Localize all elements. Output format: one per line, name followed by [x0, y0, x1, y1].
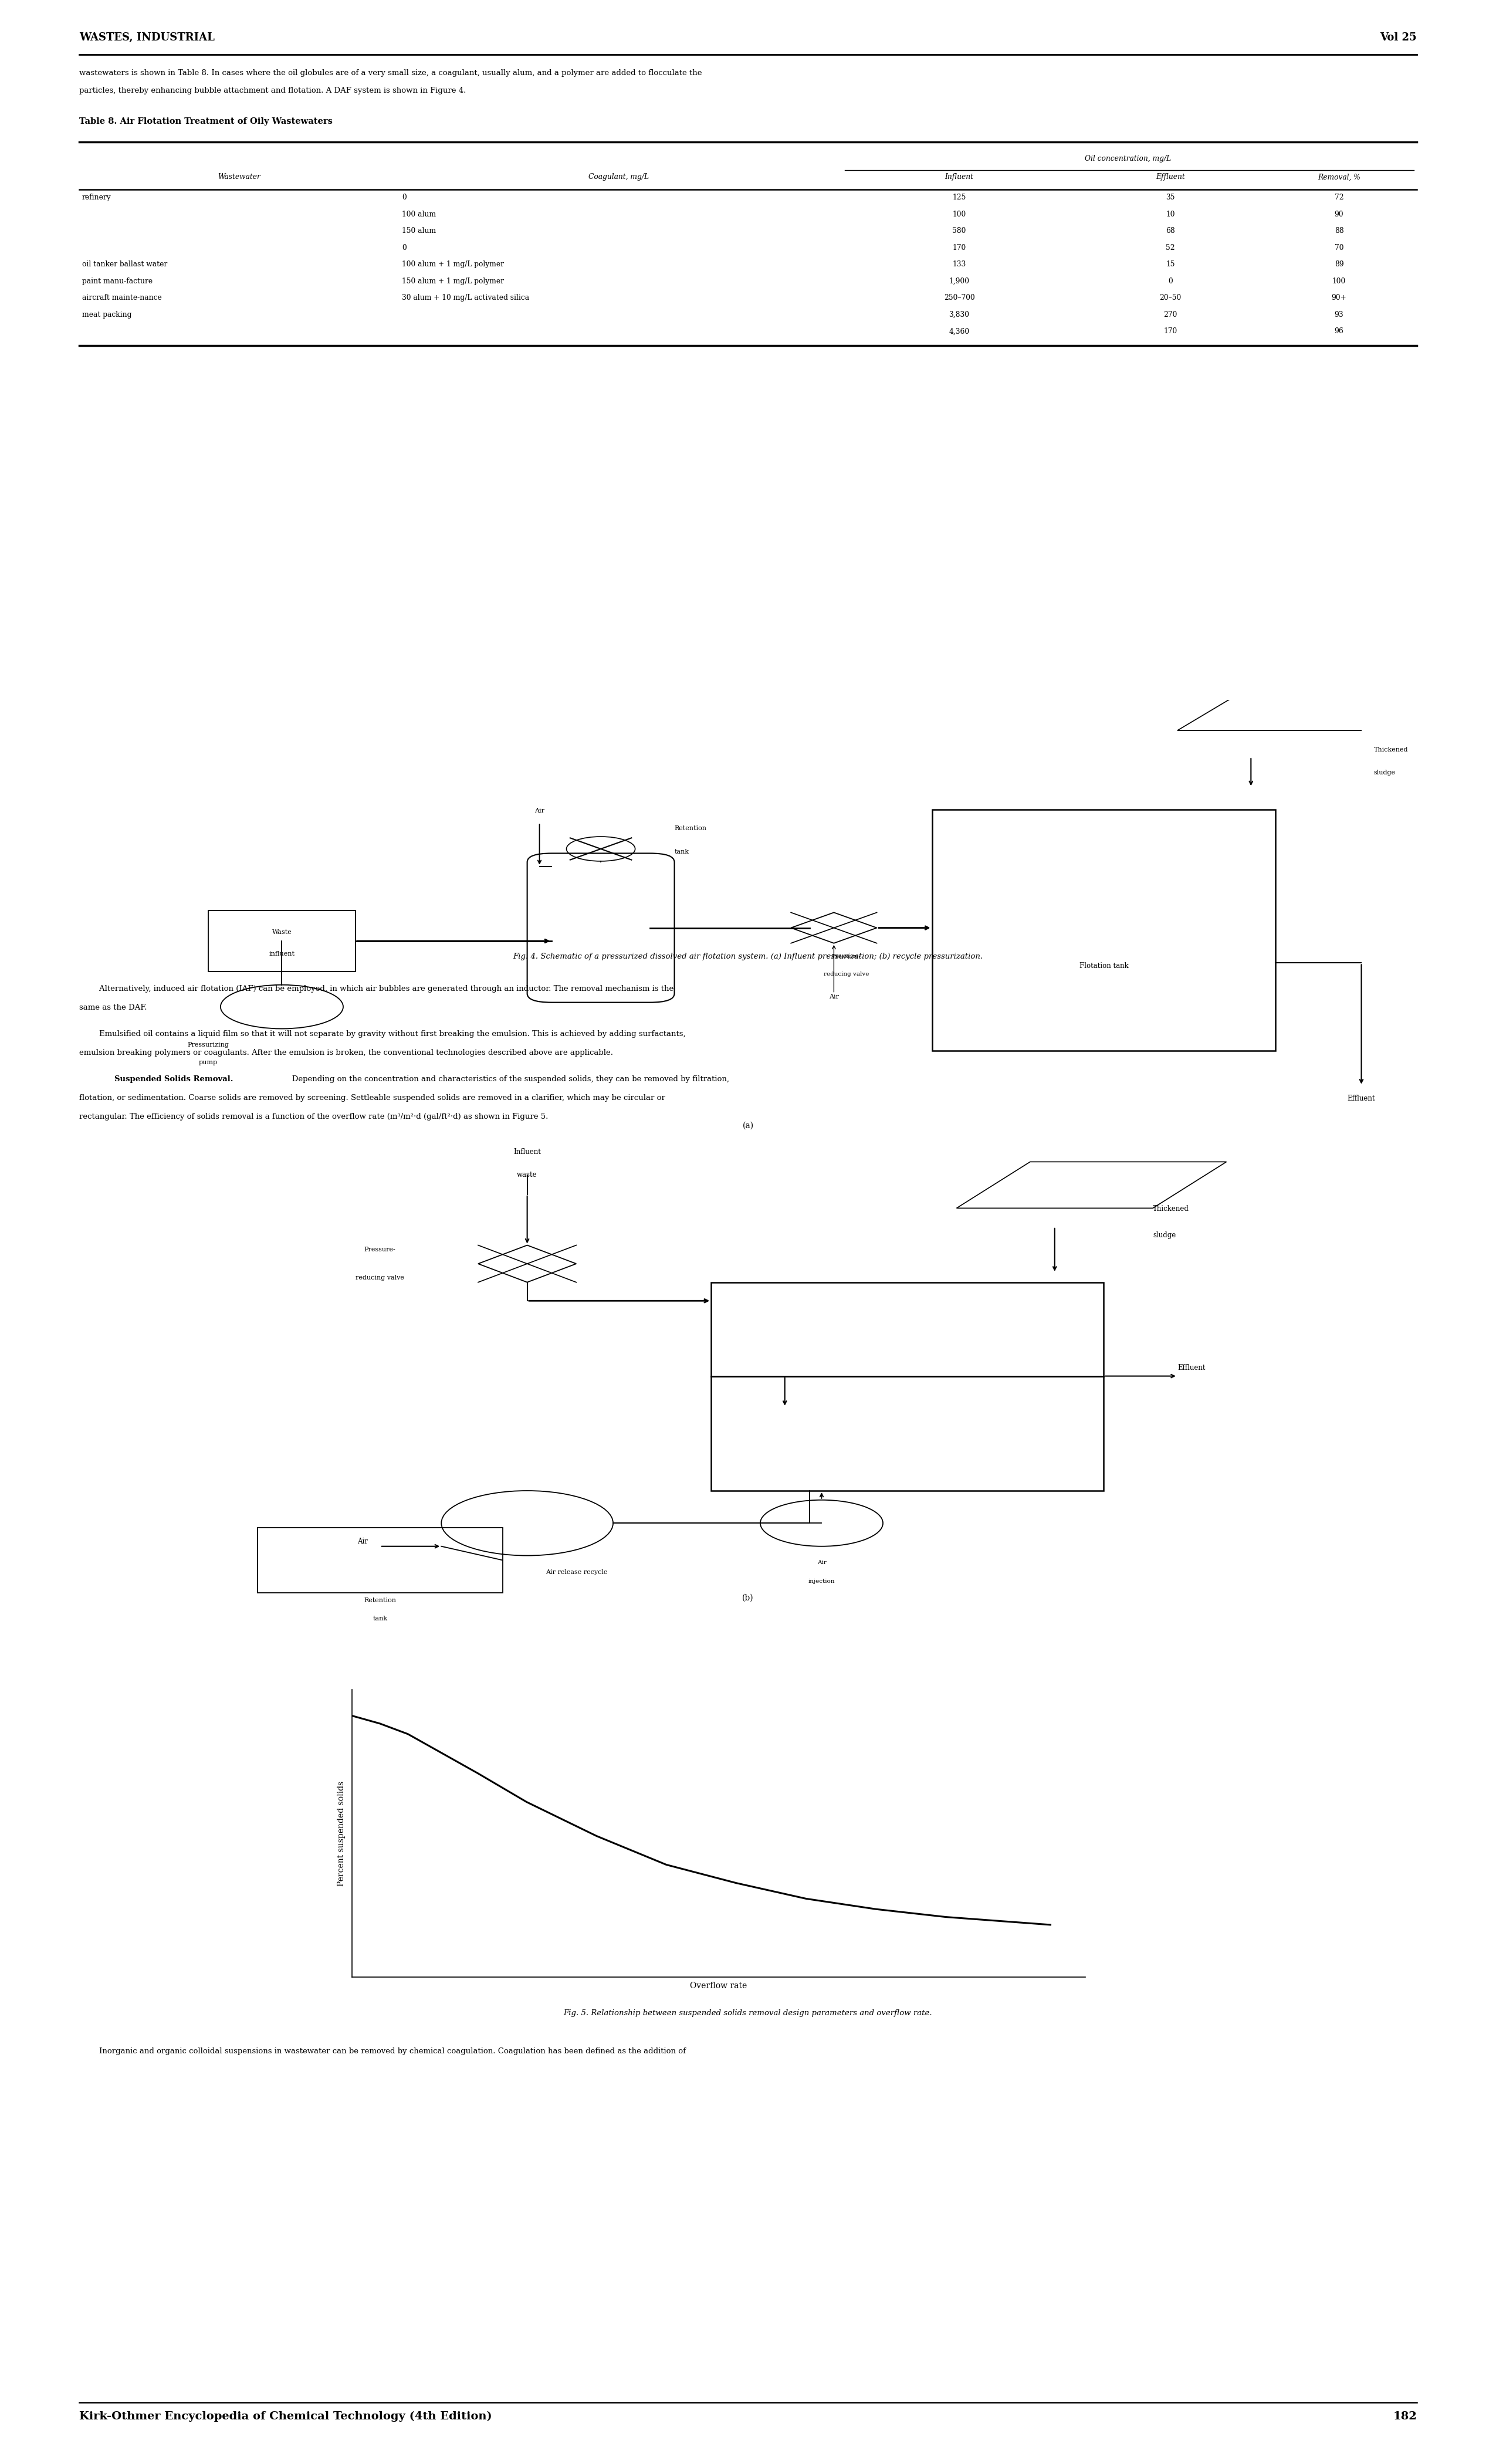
Text: 20–50: 20–50 [1159, 293, 1182, 301]
Text: 100 alum + 1 mg/L polymer: 100 alum + 1 mg/L polymer [402, 261, 504, 269]
Text: Coagulant, mg/L: Coagulant, mg/L [589, 172, 649, 180]
Text: Flotation tank: Flotation tank [1079, 963, 1128, 971]
Text: sludge: sludge [1373, 769, 1396, 776]
Text: 68: 68 [1165, 227, 1174, 234]
Text: Thickened: Thickened [1153, 1205, 1189, 1212]
Text: 100 alum: 100 alum [402, 209, 435, 219]
Bar [208, 909, 356, 971]
Text: Retention: Retention [364, 1597, 396, 1604]
Text: Table 8. Air Flotation Treatment of Oily Wastewaters: Table 8. Air Flotation Treatment of Oily… [79, 118, 332, 126]
Text: Effluent: Effluent [1348, 1094, 1375, 1101]
Text: Oil concentration, mg/L: Oil concentration, mg/L [1085, 155, 1171, 163]
Text: reducing valve: reducing valve [823, 971, 869, 978]
Text: 125: 125 [953, 195, 966, 202]
Text: Pressure-: Pressure- [364, 1247, 396, 1252]
Text: Air: Air [358, 1538, 368, 1545]
Text: 0: 0 [1168, 278, 1173, 286]
Text: 1,900: 1,900 [948, 278, 969, 286]
Text: Wastewater: Wastewater [218, 172, 260, 180]
Bar [932, 808, 1276, 1050]
Text: rectangular. The efficiency of solids removal is a function of the overflow rate: rectangular. The efficiency of solids re… [79, 1114, 548, 1121]
Text: pump: pump [199, 1060, 217, 1064]
Text: aircraft mainte-nance: aircraft mainte-nance [82, 293, 162, 301]
Text: emulsion breaking polymers or coagulants. After the emulsion is broken, the conv: emulsion breaking polymers or coagulants… [79, 1050, 613, 1057]
Text: 580: 580 [953, 227, 966, 234]
Bar [257, 1528, 503, 1592]
Text: sludge: sludge [1153, 1232, 1176, 1239]
Text: 35: 35 [1165, 195, 1174, 202]
Text: particles, thereby enhancing bubble attachment and flotation. A DAF system is sh: particles, thereby enhancing bubble atta… [79, 86, 467, 94]
Text: Fig. 5. Relationship between suspended solids removal design parameters and over: Fig. 5. Relationship between suspended s… [564, 2008, 932, 2018]
Text: 88: 88 [1334, 227, 1343, 234]
Text: 89: 89 [1334, 261, 1343, 269]
Text: Inorganic and organic colloidal suspensions in wastewater can be removed by chem: Inorganic and organic colloidal suspensi… [79, 2048, 685, 2055]
Text: Effluent: Effluent [1177, 1363, 1206, 1372]
Text: Air: Air [829, 993, 839, 1000]
Text: Vol 25: Vol 25 [1379, 32, 1417, 42]
Text: 150 alum + 1 mg/L polymer: 150 alum + 1 mg/L polymer [402, 278, 504, 286]
Text: 250–700: 250–700 [944, 293, 975, 301]
Text: Thickened: Thickened [1373, 747, 1408, 752]
Text: 96: 96 [1334, 328, 1343, 335]
Text: 170: 170 [1164, 328, 1177, 335]
Text: (b): (b) [742, 1594, 754, 1602]
Text: 170: 170 [953, 244, 966, 251]
Text: tank: tank [675, 850, 690, 855]
Text: tank: tank [373, 1616, 387, 1621]
Text: 15: 15 [1165, 261, 1174, 269]
Text: 90+: 90+ [1331, 293, 1346, 301]
Y-axis label: Percent suspended solids: Percent suspended solids [337, 1781, 346, 1885]
Text: (a): (a) [742, 1121, 754, 1129]
Text: 70: 70 [1334, 244, 1343, 251]
Text: waste: waste [518, 1170, 537, 1178]
Bar [711, 1281, 1104, 1491]
Text: Effluent: Effluent [1156, 172, 1185, 180]
Text: 93: 93 [1334, 310, 1343, 318]
Text: refinery: refinery [82, 195, 111, 202]
Text: 10: 10 [1165, 209, 1174, 219]
Text: Removal, %: Removal, % [1318, 172, 1360, 180]
Text: 100: 100 [1333, 278, 1346, 286]
Text: 0: 0 [402, 244, 407, 251]
Text: 133: 133 [953, 261, 966, 269]
Text: Influent: Influent [945, 172, 974, 180]
Text: Alternatively, induced air flotation (IAF) can be employed, in which air bubbles: Alternatively, induced air flotation (IA… [79, 986, 673, 993]
Text: Air: Air [534, 808, 545, 813]
Text: Fig. 4. Schematic of a pressurized dissolved air flotation system. (a) Influent : Fig. 4. Schematic of a pressurized disso… [513, 954, 983, 961]
Text: Kirk-Othmer Encyclopedia of Chemical Technology (4th Edition): Kirk-Othmer Encyclopedia of Chemical Tec… [79, 2412, 492, 2422]
Text: WASTES, INDUSTRIAL: WASTES, INDUSTRIAL [79, 32, 214, 42]
Text: Air: Air [817, 1560, 826, 1565]
Text: 100: 100 [953, 209, 966, 219]
Text: wastewaters is shown in Table 8. In cases where the oil globules are of a very s: wastewaters is shown in Table 8. In case… [79, 69, 702, 76]
Text: Air release recycle: Air release recycle [546, 1570, 607, 1574]
Text: 270: 270 [1164, 310, 1177, 318]
X-axis label: Overflow rate: Overflow rate [690, 1981, 747, 1991]
Text: Emulsified oil contains a liquid film so that it will not separate by gravity wi: Emulsified oil contains a liquid film so… [79, 1030, 685, 1037]
Text: Depending on the concentration and characteristics of the suspended solids, they: Depending on the concentration and chara… [284, 1074, 729, 1082]
Text: Retention: Retention [675, 825, 706, 830]
Text: paint manu-facture: paint manu-facture [82, 278, 153, 286]
Text: flotation, or sedimentation. Coarse solids are removed by screening. Settleable : flotation, or sedimentation. Coarse soli… [79, 1094, 666, 1101]
Text: Pressure-: Pressure- [832, 954, 860, 958]
Text: Influent: Influent [513, 1148, 542, 1156]
Text: 72: 72 [1334, 195, 1343, 202]
Text: oil tanker ballast water: oil tanker ballast water [82, 261, 168, 269]
Text: injection: injection [808, 1579, 835, 1584]
Text: 30 alum + 10 mg/L activated silica: 30 alum + 10 mg/L activated silica [402, 293, 530, 301]
Text: 182: 182 [1393, 2412, 1417, 2422]
Text: same as the DAF.: same as the DAF. [79, 1003, 147, 1010]
Text: Waste: Waste [272, 929, 292, 936]
Text: influent: influent [269, 951, 295, 956]
Text: 150 alum: 150 alum [402, 227, 435, 234]
Text: meat packing: meat packing [82, 310, 132, 318]
Text: 3,830: 3,830 [948, 310, 969, 318]
Text: Pressurizing: Pressurizing [187, 1042, 229, 1047]
Text: Suspended Solids Removal.: Suspended Solids Removal. [114, 1074, 233, 1082]
Text: 90: 90 [1334, 209, 1343, 219]
Text: 4,360: 4,360 [948, 328, 969, 335]
Text: reducing valve: reducing valve [356, 1274, 404, 1281]
Text: 0: 0 [402, 195, 407, 202]
Text: 52: 52 [1165, 244, 1174, 251]
